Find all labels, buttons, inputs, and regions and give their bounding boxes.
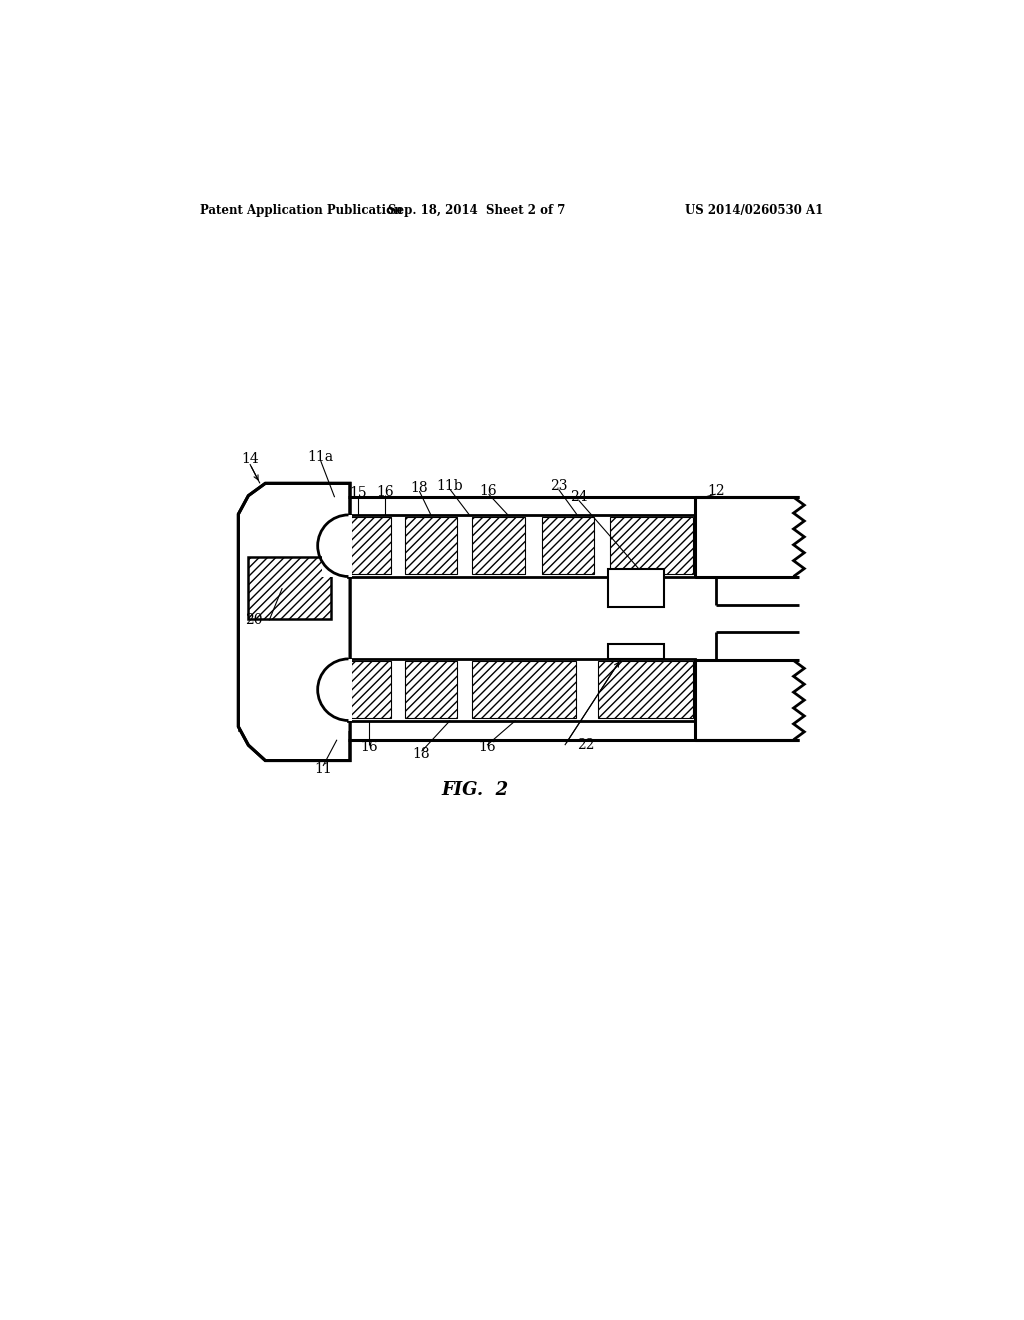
Polygon shape (348, 659, 695, 721)
Text: 24: 24 (570, 490, 588, 504)
Text: 18: 18 (411, 480, 428, 495)
Text: 11a: 11a (307, 450, 334, 465)
Text: Patent Application Publication: Patent Application Publication (200, 205, 402, 218)
Polygon shape (265, 483, 350, 512)
Polygon shape (351, 517, 391, 574)
Text: 11b: 11b (437, 479, 464, 494)
Polygon shape (404, 661, 457, 718)
Polygon shape (265, 731, 350, 760)
Text: 23: 23 (550, 479, 567, 494)
Polygon shape (322, 515, 352, 577)
Polygon shape (472, 517, 524, 574)
Polygon shape (239, 483, 350, 760)
Text: US 2014/0260530 A1: US 2014/0260530 A1 (685, 205, 823, 218)
Polygon shape (598, 661, 692, 718)
Polygon shape (348, 515, 695, 577)
Text: Sep. 18, 2014  Sheet 2 of 7: Sep. 18, 2014 Sheet 2 of 7 (388, 205, 565, 218)
Text: 16: 16 (360, 741, 378, 755)
Text: 15: 15 (349, 486, 367, 500)
Polygon shape (239, 515, 267, 731)
Polygon shape (608, 569, 665, 607)
Text: 20: 20 (246, 614, 263, 627)
Text: 11: 11 (314, 762, 332, 776)
Polygon shape (248, 557, 331, 619)
Polygon shape (609, 517, 692, 574)
Text: 16: 16 (376, 484, 393, 499)
Text: 18: 18 (413, 747, 430, 760)
Polygon shape (608, 644, 665, 659)
Polygon shape (472, 661, 577, 718)
Text: 16: 16 (480, 484, 498, 498)
Polygon shape (239, 483, 799, 760)
Polygon shape (351, 661, 391, 718)
Text: 12: 12 (707, 484, 725, 498)
Text: 22: 22 (578, 738, 595, 752)
Polygon shape (542, 517, 594, 574)
Polygon shape (404, 517, 457, 574)
Text: FIG.  2: FIG. 2 (441, 781, 508, 799)
Polygon shape (322, 659, 352, 721)
Text: 14: 14 (241, 451, 259, 466)
Text: 16: 16 (478, 741, 496, 755)
Polygon shape (267, 515, 350, 731)
